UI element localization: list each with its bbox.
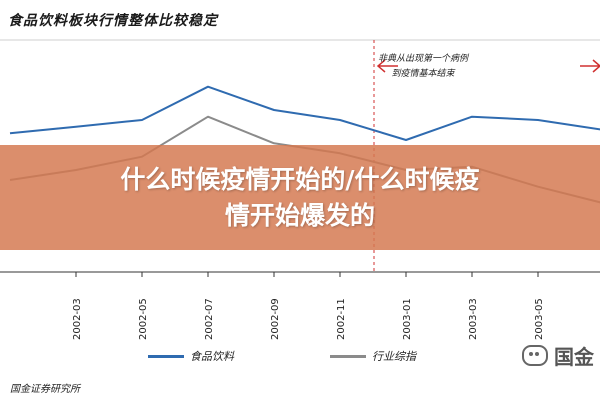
series-line-food bbox=[9, 85, 600, 141]
source-note: 国金证券研究所 bbox=[10, 384, 80, 395]
annotation-box: 非典从出现第一个病例 到疫情基本结束 bbox=[318, 52, 528, 82]
x-tick-label: 2002-09 bbox=[270, 298, 281, 340]
x-tick-label: 2002-03 bbox=[72, 298, 83, 340]
x-tick-label: 2002-07 bbox=[204, 298, 215, 340]
headline-line-2: 情开始爆发的 bbox=[224, 200, 375, 230]
headline-banner: 什么时候疫情开始的/什么时候疫 情开始爆发的 bbox=[0, 145, 600, 250]
headline-text: 什么时候疫情开始的/什么时候疫 情开始爆发的 bbox=[40, 162, 560, 234]
left-arrow bbox=[376, 59, 398, 73]
legend-item-food: 食品饮料 bbox=[148, 348, 234, 364]
right-arrow bbox=[580, 59, 600, 73]
x-tick-label: 2003-03 bbox=[468, 298, 479, 340]
legend-label-food: 食品饮料 bbox=[190, 350, 234, 363]
x-tick-label: 2002-05 bbox=[138, 298, 149, 340]
headline-line-1: 什么时候疫情开始的/什么时候疫 bbox=[120, 164, 480, 194]
legend-item-industry: 行业综指 bbox=[330, 348, 416, 364]
annotation-line-2: 到疫情基本结束 bbox=[391, 69, 455, 79]
x-tick-label: 2003-01 bbox=[402, 298, 413, 340]
watermark-text: 国金 bbox=[554, 345, 594, 369]
wechat-icon bbox=[522, 345, 548, 366]
legend-swatch-food bbox=[148, 354, 184, 358]
legend-swatch-industry bbox=[330, 354, 366, 358]
chart-title: 食品饮料板块行情整体比较稳定 bbox=[8, 13, 218, 29]
watermark: 国金 bbox=[522, 341, 594, 370]
legend-label-industry: 行业综指 bbox=[372, 350, 416, 363]
x-tick-label: 2002-11 bbox=[336, 298, 347, 340]
annotation-line-1: 非典从出现第一个病例 bbox=[377, 54, 468, 64]
legend: 食品饮料 行业综指 bbox=[0, 348, 600, 372]
x-tick-label: 2003-05 bbox=[534, 298, 545, 340]
